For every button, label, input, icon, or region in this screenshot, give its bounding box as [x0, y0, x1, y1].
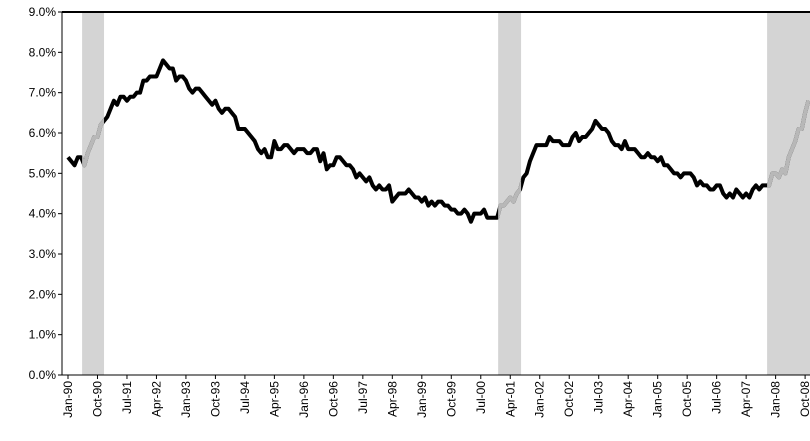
x-tick-label: Jan-02	[533, 381, 547, 418]
x-tick-label: Apr-95	[267, 381, 281, 417]
x-tick-label: Oct-05	[680, 381, 694, 417]
x-tick-label: Jan-90	[61, 381, 75, 418]
x-tick-label: Jan-05	[651, 381, 665, 418]
y-tick-label: 9.0%	[29, 5, 57, 19]
x-tick-label: Jan-08	[769, 381, 783, 418]
y-tick-label: 8.0%	[29, 45, 57, 59]
x-tick-label: Jul-00	[474, 381, 488, 414]
x-tick-label: Apr-92	[149, 381, 163, 417]
recession-shade	[498, 12, 522, 375]
x-tick-label: Jan-96	[297, 381, 311, 418]
series-line-shaded	[82, 58, 810, 224]
y-tick-label: 5.0%	[29, 166, 57, 180]
y-tick-label: 0.0%	[29, 368, 57, 382]
x-tick-label: Oct-02	[562, 381, 576, 417]
series-line	[66, 58, 810, 224]
x-tick-label: Apr-07	[739, 381, 753, 417]
x-tick-label: Jan-93	[179, 381, 193, 418]
x-tick-label: Oct-99	[444, 381, 458, 417]
y-tick-label: 4.0%	[29, 207, 57, 221]
recession-shade	[82, 12, 105, 375]
y-tick-label: 6.0%	[29, 126, 57, 140]
x-tick-label: Apr-01	[503, 381, 517, 417]
x-tick-label: Jul-91	[120, 381, 134, 414]
x-tick-label: Jul-06	[710, 381, 724, 414]
x-tick-label: Jul-97	[356, 381, 370, 414]
x-tick-label: Jul-03	[592, 381, 606, 414]
y-tick-label: 2.0%	[29, 287, 57, 301]
x-tick-label: Jan-99	[415, 381, 429, 418]
recession-shade	[767, 12, 810, 375]
x-tick-label: Oct-90	[90, 381, 104, 417]
x-tick-label: Apr-98	[385, 381, 399, 417]
x-tick-label: Jul-94	[238, 381, 252, 414]
x-tick-label: Oct-08	[798, 381, 810, 417]
x-tick-label: Oct-96	[326, 381, 340, 417]
y-tick-label: 1.0%	[29, 328, 57, 342]
y-tick-label: 7.0%	[29, 86, 57, 100]
y-tick-label: 3.0%	[29, 247, 57, 261]
x-tick-label: Oct-93	[208, 381, 222, 417]
x-tick-label: Apr-04	[621, 381, 635, 417]
